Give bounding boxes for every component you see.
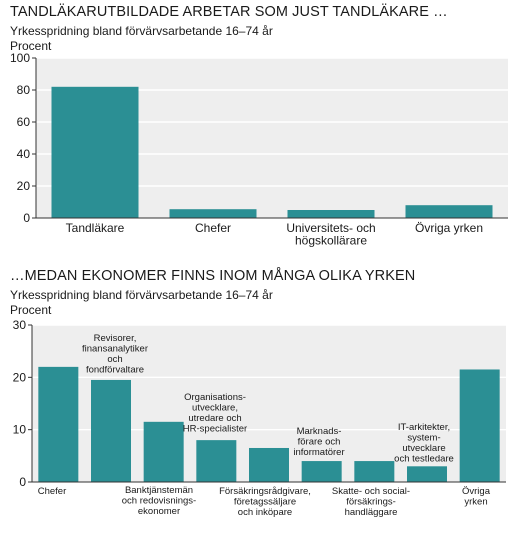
bar (301, 461, 342, 482)
x-tick-label: Övriga yrken (462, 486, 491, 508)
x-tick-label: Universitets- och högskollärare (286, 221, 375, 248)
bar (91, 379, 131, 482)
bar (196, 440, 237, 482)
chart-2-unit-label: Procent (10, 303, 52, 317)
y-tick-label: 100 (10, 51, 30, 65)
x-tick-label: Försäkringsrådgivare, företagssäljare och … (219, 486, 311, 518)
x-tick-label: Marknads-förare och informatörer (293, 426, 344, 458)
chart-2-subtitle: Yrkesspridning bland förvärvsarbetande 1… (10, 288, 273, 302)
x-tick-label: Banktjänstemän och redovisnings-ekonomer (122, 485, 196, 517)
y-tick-label: 10 (13, 423, 27, 437)
y-tick-label: 0 (19, 475, 26, 489)
bar (354, 461, 395, 482)
chart-1-subtitle: Yrkesspridning bland förvärvsarbetande 1… (10, 24, 273, 38)
x-tick-label: Tandläkare (66, 221, 125, 235)
y-tick-label: 60 (17, 115, 31, 129)
bar (459, 369, 500, 482)
chart-1: 0 20 40 60 80 100 Tandläkare Chefer Universitets… (10, 51, 508, 248)
chart-1-title: TANDLÄKARUTBILDADE ARBETAR SOM JUST TAND… (10, 4, 448, 20)
y-tick-label: 80 (17, 83, 31, 97)
chart-1-unit-label: Procent (10, 39, 52, 53)
x-tick-label: Chefer (195, 221, 231, 235)
x-tick-label: Revisorer, finansanalytiker och fondförvalt… (82, 333, 148, 376)
y-tick-label: 20 (13, 370, 27, 384)
x-tick-label: IT-arkitekter, system-utvecklare och testl… (394, 422, 454, 465)
x-tick-label: Övriga yrken (415, 221, 483, 235)
chart-2-title: …MEDAN EKONOMER FINNS INOM MÅNGA OLIKA Y… (10, 268, 416, 284)
x-tick-label: Organisations-utvecklare, utredare och HR-… (183, 392, 247, 435)
chart-2: 0 10 20 30 Chefer Revisorer, finansanalytiker o… (13, 318, 506, 518)
y-tick-label: 30 (13, 318, 27, 332)
bar (405, 205, 493, 218)
bar (407, 466, 447, 482)
bar (249, 447, 289, 482)
bar (169, 209, 257, 218)
y-tick-label: 0 (23, 211, 30, 225)
bar (51, 86, 139, 218)
y-tick-label: 20 (17, 179, 31, 193)
x-tick-label: Skatte- och social-försäkrings-handlägga… (332, 486, 410, 518)
y-tick-label: 40 (17, 147, 31, 161)
bar (287, 210, 375, 218)
bar (143, 421, 184, 482)
x-tick-label: Chefer (38, 486, 67, 497)
bar (38, 366, 79, 482)
